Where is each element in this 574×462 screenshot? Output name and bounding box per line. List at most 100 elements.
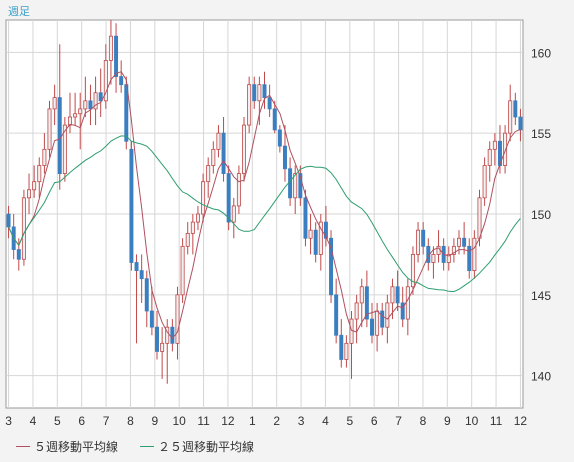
candle-body (334, 294, 339, 336)
candle (242, 117, 247, 182)
candle (78, 92, 83, 150)
candle-body (226, 173, 231, 223)
candle-body (195, 213, 200, 223)
candle (518, 108, 523, 142)
candle-body (114, 35, 119, 77)
candle-body (190, 221, 195, 234)
candle (201, 173, 206, 223)
x-tick-label: 2 (273, 414, 280, 428)
candle-body (513, 100, 518, 118)
candle (267, 84, 272, 117)
candle-body (252, 84, 257, 102)
candle (370, 302, 374, 344)
candle-body (487, 148, 492, 166)
x-tick-label: 7 (395, 414, 402, 428)
candles (6, 20, 523, 384)
candle-body (144, 278, 149, 312)
candle-body (247, 84, 252, 126)
candle-body (160, 342, 165, 352)
candle-body (390, 286, 395, 304)
x-tick-label: 10 (465, 414, 479, 428)
candle (467, 238, 472, 279)
candle (293, 165, 298, 214)
candle-body (267, 97, 272, 110)
candle-body (354, 302, 359, 320)
x-tick-label: 12 (514, 414, 528, 428)
candle (462, 222, 467, 255)
candle-body (73, 113, 78, 118)
candle-body (216, 132, 221, 150)
x-tick-label: 3 (298, 414, 305, 428)
candle (144, 270, 149, 328)
candle (52, 84, 57, 126)
candle-body (83, 100, 88, 110)
y-tick-label: 160 (531, 46, 551, 60)
x-tick-label: 6 (371, 414, 378, 428)
candle (185, 222, 190, 255)
candle-body (385, 302, 390, 328)
candle (180, 238, 185, 303)
candle (98, 68, 103, 117)
candle (457, 230, 462, 255)
candle-body (42, 148, 47, 166)
candle (508, 84, 513, 142)
candle (190, 214, 195, 255)
candle (93, 76, 98, 126)
x-tick-label: 3 (5, 414, 12, 428)
candle-body (119, 76, 124, 86)
candle (195, 205, 200, 231)
candle-body (503, 132, 508, 166)
candle (119, 60, 124, 93)
candle-body (62, 124, 67, 174)
candle-body (52, 97, 57, 110)
candle (298, 165, 303, 206)
candle-body (88, 100, 93, 110)
candle-body (93, 92, 98, 110)
candle (416, 222, 421, 263)
candle-body (298, 173, 303, 199)
ma25-line (8, 135, 521, 293)
candle (73, 92, 78, 126)
x-tick-label: 6 (78, 414, 85, 428)
candle-body (129, 148, 134, 263)
candle-body (416, 229, 421, 255)
candle-body (395, 286, 400, 304)
candle-body (242, 124, 247, 174)
candle (124, 76, 129, 150)
candle (323, 205, 328, 247)
candle-body (359, 286, 364, 304)
candle (334, 278, 339, 344)
y-tick-label: 150 (531, 208, 551, 222)
candle (139, 254, 144, 303)
y-axis-ticks: 140 145 150 155 160 (531, 46, 551, 383)
candle-body (231, 205, 236, 223)
candle (282, 125, 287, 182)
candle-body (201, 181, 206, 215)
candle (410, 246, 415, 295)
candle-body (149, 310, 154, 328)
candle-body (293, 173, 298, 199)
period-label: 週足 (8, 5, 30, 18)
candle-body (329, 237, 334, 296)
candle (313, 222, 318, 263)
candle (114, 23, 119, 93)
candle-body (457, 237, 462, 247)
candle-body (400, 302, 405, 320)
x-tick-label: 4 (322, 414, 329, 428)
legend-swatch-ma5 (16, 446, 30, 447)
legend-item-ma5: ５週移動平均線 (16, 438, 118, 455)
candle-body (27, 189, 32, 199)
candle-body (431, 254, 436, 263)
candle-body (108, 35, 113, 61)
ma5-line (8, 71, 521, 340)
x-tick-label: 11 (197, 414, 210, 428)
candle-body (47, 108, 52, 150)
candle (262, 71, 267, 109)
x-tick-label: 9 (151, 414, 158, 428)
candle (421, 222, 426, 255)
candle (431, 246, 436, 279)
candle (472, 230, 477, 279)
candle (487, 141, 492, 182)
candle-body (482, 165, 487, 199)
